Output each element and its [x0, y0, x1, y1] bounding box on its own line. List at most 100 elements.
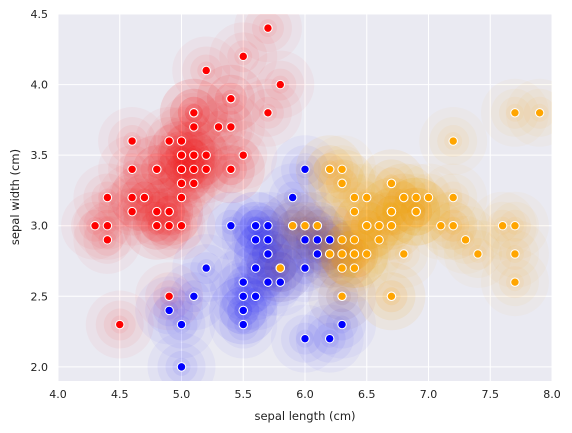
data-point — [263, 235, 273, 245]
data-point — [213, 122, 224, 132]
data-point — [411, 206, 421, 217]
y-tick-label: 2.5 — [31, 290, 49, 303]
data-point — [312, 249, 323, 259]
data-point — [238, 277, 248, 287]
data-point — [337, 319, 347, 330]
data-point — [386, 178, 397, 189]
data-point — [189, 108, 199, 118]
data-point — [374, 221, 384, 231]
data-point — [386, 291, 397, 302]
data-point — [362, 192, 372, 203]
data-point — [226, 93, 236, 104]
data-point — [362, 221, 372, 231]
y-tick-labels: 2.0 2.5 3.0 3.5 4.0 4.5 — [31, 8, 49, 374]
data-point — [448, 136, 458, 146]
data-point — [176, 150, 187, 160]
x-axis-label: sepal length (cm) — [254, 409, 355, 423]
data-point — [263, 108, 273, 118]
data-point — [510, 249, 520, 259]
x-tick-label: 8.0 — [543, 388, 561, 401]
data-point — [102, 235, 113, 245]
data-point — [250, 235, 261, 245]
data-point — [510, 108, 520, 118]
data-point — [102, 192, 113, 203]
data-point — [90, 221, 100, 231]
data-point — [287, 221, 298, 231]
data-point — [473, 249, 483, 259]
density-blob — [243, 14, 292, 53]
data-point — [275, 277, 285, 287]
data-point — [460, 235, 471, 245]
data-point — [226, 221, 236, 231]
data-point — [189, 291, 199, 302]
data-point — [337, 164, 347, 174]
x-tick-label: 7.5 — [482, 388, 500, 401]
data-point — [226, 122, 236, 132]
data-point — [238, 150, 248, 160]
y-tick-label: 4.0 — [31, 79, 49, 92]
data-point — [176, 136, 187, 146]
data-point — [325, 249, 335, 259]
data-point — [534, 108, 545, 118]
data-point — [250, 263, 261, 273]
data-point — [226, 164, 236, 174]
data-point — [250, 221, 261, 231]
data-point — [164, 136, 174, 146]
x-tick-label: 4.0 — [49, 388, 67, 401]
x-tick-labels: 4.0 4.5 5.0 5.5 6.0 6.5 7.0 7.5 8.0 — [49, 388, 561, 401]
y-tick-label: 3.0 — [31, 220, 49, 233]
data-point — [349, 192, 360, 203]
data-point — [349, 235, 360, 245]
data-point — [337, 263, 347, 273]
x-tick-label: 6.5 — [358, 388, 376, 401]
data-point — [164, 221, 174, 231]
data-point — [337, 235, 347, 245]
data-point — [337, 249, 347, 259]
data-points — [90, 23, 545, 372]
data-point — [152, 206, 162, 217]
data-point — [386, 206, 397, 217]
data-point — [115, 319, 125, 330]
x-tick-label: 5.0 — [173, 388, 191, 401]
data-point — [337, 291, 347, 302]
data-point — [201, 263, 211, 273]
data-point — [102, 221, 113, 231]
data-point — [201, 150, 211, 160]
data-point — [423, 192, 434, 203]
data-point — [349, 206, 360, 217]
data-point — [300, 164, 310, 174]
data-point — [325, 235, 335, 245]
data-point — [325, 333, 335, 344]
data-point — [275, 79, 285, 90]
data-point — [176, 319, 187, 330]
data-point — [152, 164, 162, 174]
x-tick-label: 4.5 — [111, 388, 129, 401]
data-point — [176, 178, 187, 189]
data-point — [448, 192, 458, 203]
data-point — [374, 235, 384, 245]
point-series — [90, 23, 285, 330]
data-point — [127, 164, 137, 174]
x-tick-label: 5.5 — [235, 388, 253, 401]
data-point — [164, 206, 174, 217]
data-point — [164, 291, 174, 302]
data-point — [189, 164, 199, 174]
data-point — [386, 221, 397, 231]
data-point — [176, 221, 187, 231]
data-point — [510, 221, 520, 231]
data-point — [300, 235, 310, 245]
data-point — [436, 221, 446, 231]
data-point — [238, 319, 248, 330]
data-point — [337, 178, 347, 189]
data-point — [312, 221, 323, 231]
data-point — [238, 51, 248, 62]
y-tick-label: 4.5 — [31, 8, 49, 21]
data-point — [176, 192, 187, 203]
data-point — [399, 249, 409, 259]
data-point — [201, 164, 211, 174]
data-point — [263, 277, 273, 287]
data-point — [497, 221, 508, 231]
y-tick-label: 2.0 — [31, 361, 49, 374]
data-point — [411, 192, 421, 203]
